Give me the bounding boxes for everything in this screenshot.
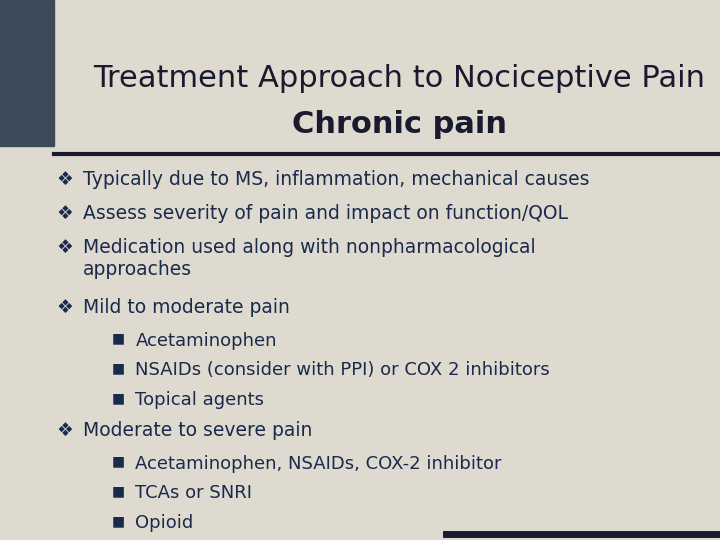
- Text: ■: ■: [112, 514, 125, 528]
- Bar: [0, 0, 54, 146]
- Text: Moderate to severe pain: Moderate to severe pain: [83, 421, 312, 440]
- Text: Typically due to MS, inflammation, mechanical causes: Typically due to MS, inflammation, mecha…: [83, 170, 589, 189]
- Text: ❖: ❖: [56, 204, 73, 223]
- Text: ■: ■: [112, 391, 125, 405]
- Text: Medication used along with nonpharmacological
approaches: Medication used along with nonpharmacolo…: [83, 238, 536, 279]
- Text: ■: ■: [112, 455, 125, 469]
- Text: Topical agents: Topical agents: [135, 391, 264, 409]
- Text: Opioid: Opioid: [135, 514, 194, 532]
- Text: ❖: ❖: [56, 170, 73, 189]
- Text: TCAs or SNRI: TCAs or SNRI: [135, 484, 253, 502]
- Text: ❖: ❖: [56, 421, 73, 440]
- Text: Acetaminophen, NSAIDs, COX-2 inhibitor: Acetaminophen, NSAIDs, COX-2 inhibitor: [135, 455, 502, 472]
- Text: NSAIDs (consider with PPI) or COX 2 inhibitors: NSAIDs (consider with PPI) or COX 2 inhi…: [135, 361, 550, 379]
- Text: ■: ■: [112, 332, 125, 346]
- Text: Assess severity of pain and impact on function/QOL: Assess severity of pain and impact on fu…: [83, 204, 568, 223]
- Text: Treatment Approach to Nociceptive Pain: Treatment Approach to Nociceptive Pain: [94, 64, 706, 93]
- Text: ■: ■: [112, 361, 125, 375]
- Text: ❖: ❖: [56, 298, 73, 316]
- Text: ❖: ❖: [56, 238, 73, 257]
- Text: Mild to moderate pain: Mild to moderate pain: [83, 298, 289, 316]
- Text: Chronic pain: Chronic pain: [292, 110, 507, 139]
- Text: Acetaminophen: Acetaminophen: [135, 332, 277, 349]
- Text: ■: ■: [112, 484, 125, 498]
